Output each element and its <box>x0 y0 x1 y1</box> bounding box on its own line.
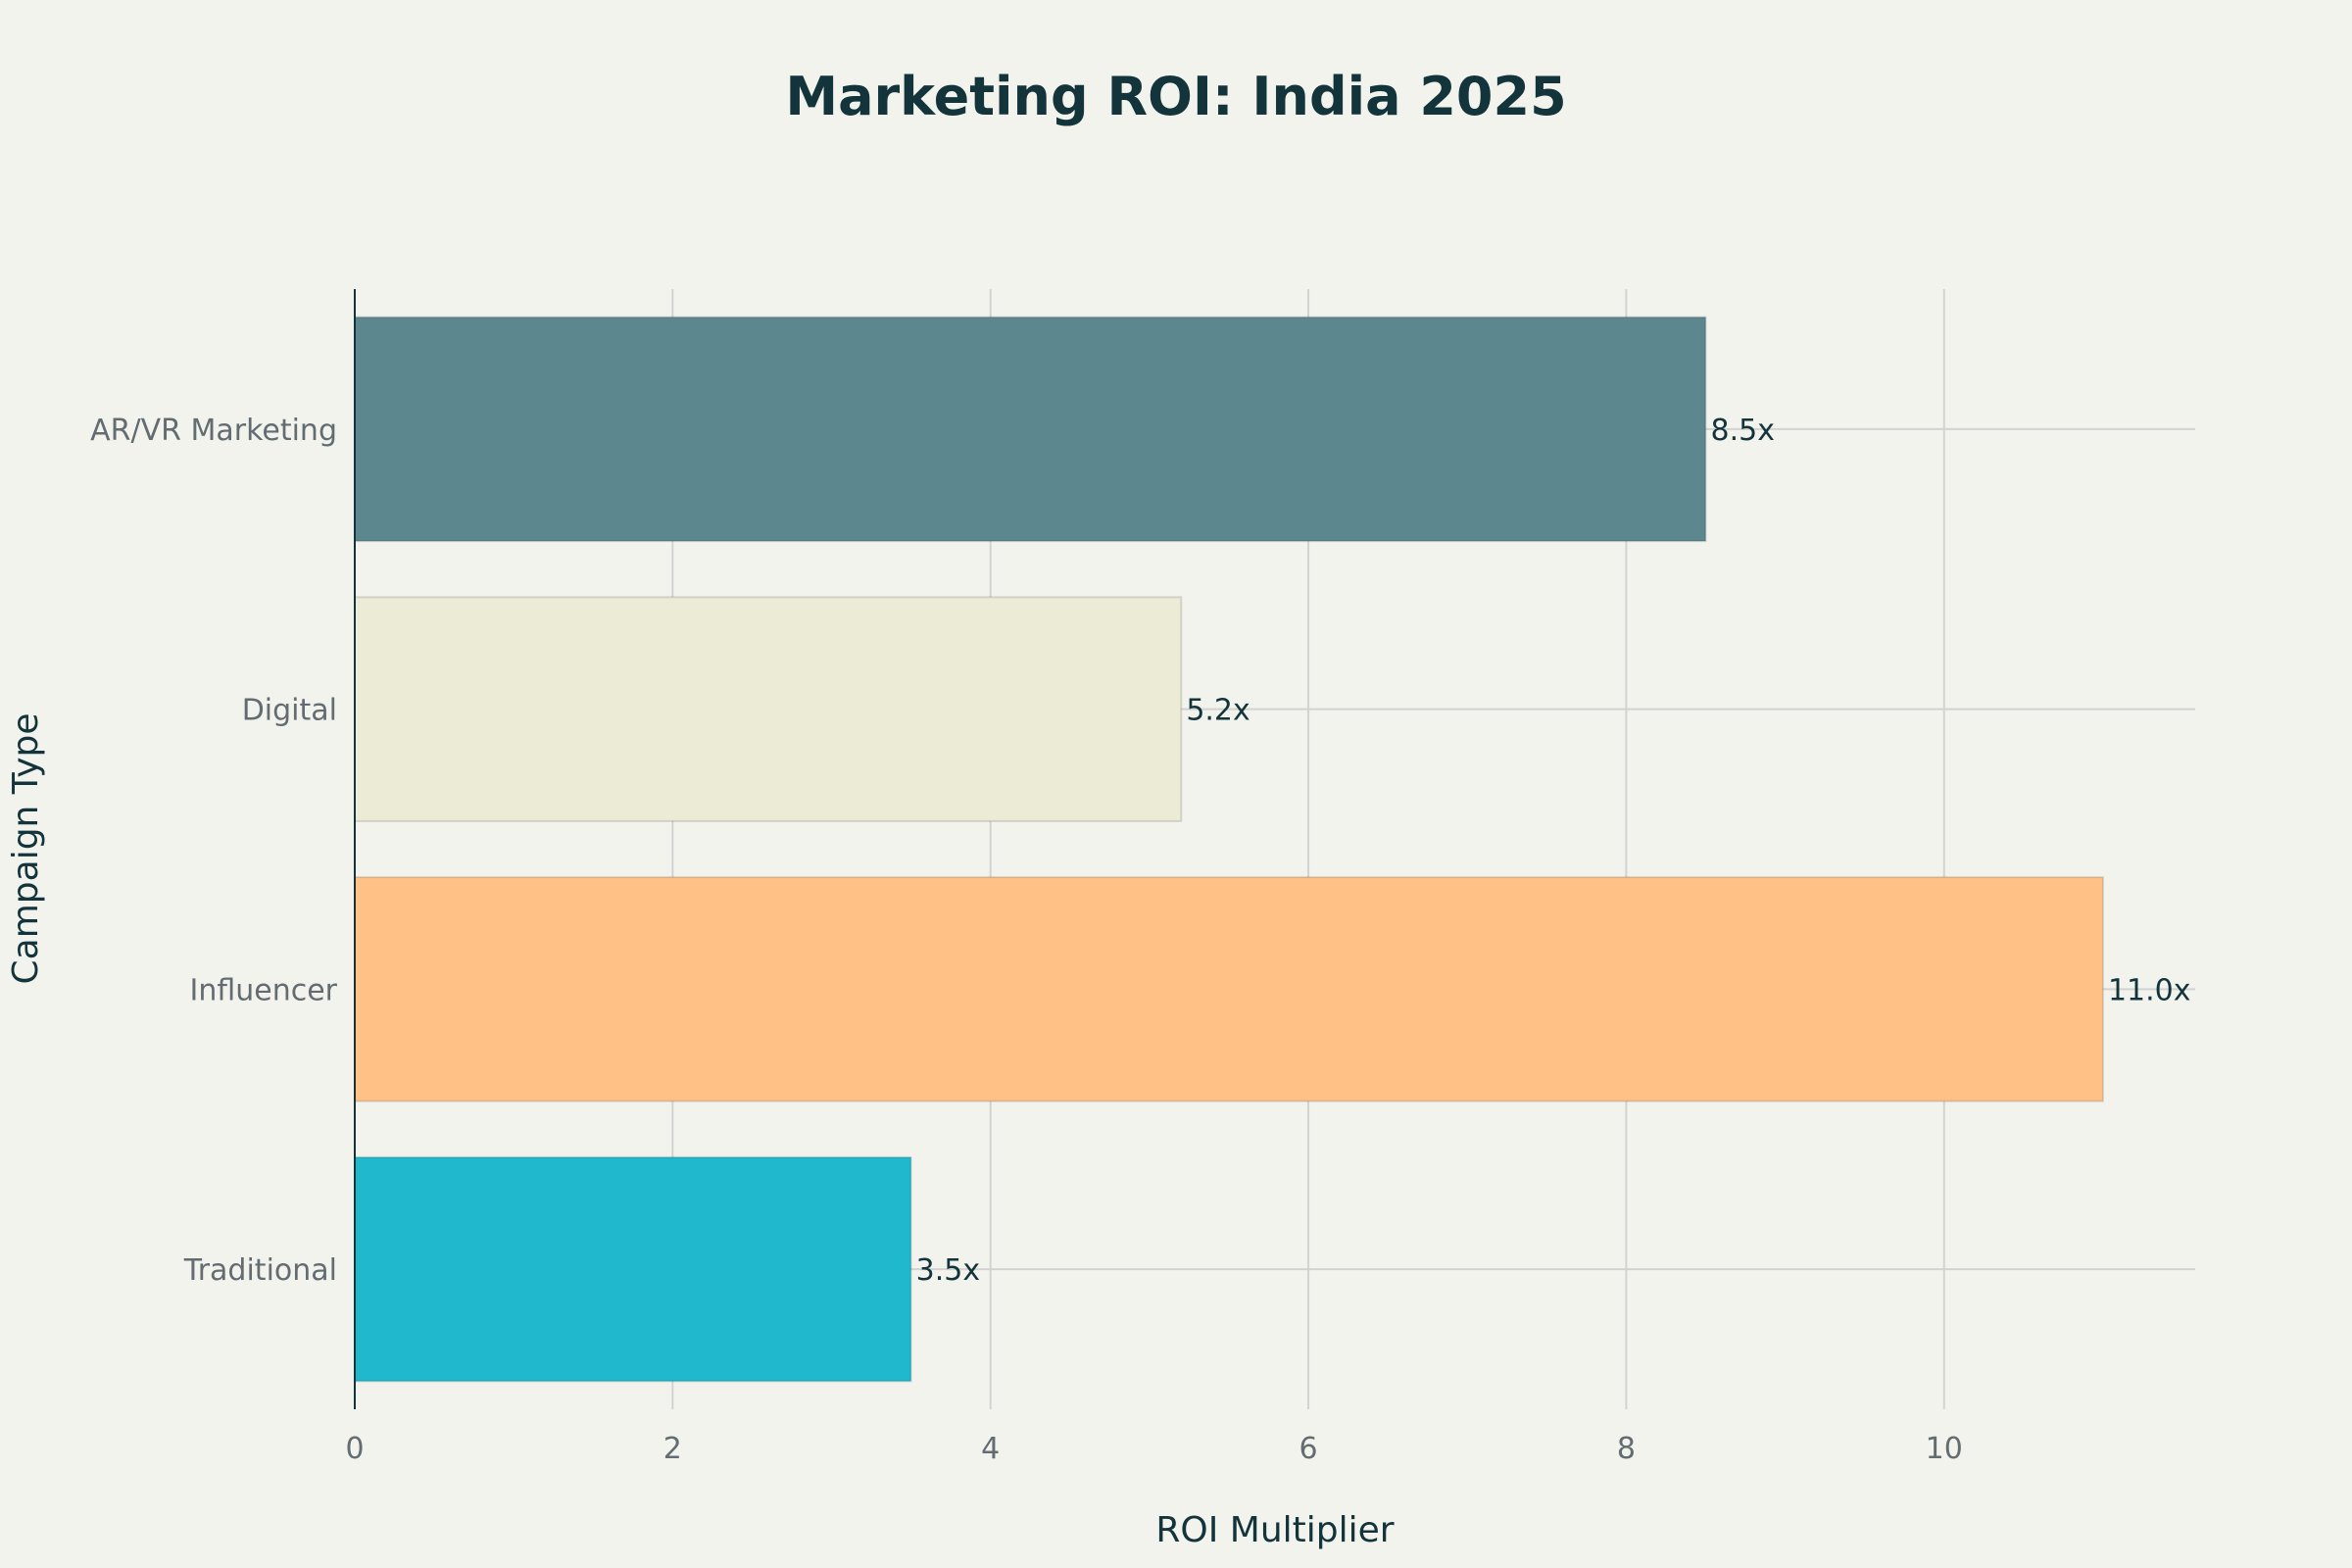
data-label: 11.0x <box>2108 973 2191 1007</box>
bars <box>354 316 2104 1383</box>
x-tick-label: 4 <box>981 1432 1000 1466</box>
data-label: 3.5x <box>916 1253 980 1288</box>
y-tick-label: AR/VR Marketing <box>90 414 337 448</box>
x-tick-label: 6 <box>1299 1432 1318 1466</box>
x-axis-ticks: 0 2 4 6 8 10 <box>345 1432 1962 1466</box>
data-label: 5.2x <box>1186 694 1250 728</box>
y-axis-ticks: AR/VR Marketing Digital Influencer Traditio… <box>90 414 338 1288</box>
bar <box>354 1155 912 1383</box>
y-tick-label: Influencer <box>189 973 337 1007</box>
data-label: 8.5x <box>1710 414 1774 448</box>
chart-title: Marketing ROI: India 2025 <box>785 66 1566 127</box>
y-axis-title: Campaign Type <box>6 713 46 985</box>
y-tick-label: Traditional <box>183 1253 337 1288</box>
bar <box>354 876 2104 1102</box>
x-tick-label: 8 <box>1617 1432 1636 1466</box>
data-labels: 8.5x 5.2x 11.0x 3.5x <box>916 414 2191 1288</box>
x-tick-label: 10 <box>1926 1432 1963 1466</box>
x-tick-label: 0 <box>345 1432 364 1466</box>
x-axis-title: ROI Multiplier <box>1155 1510 1394 1550</box>
bar <box>354 596 1183 822</box>
x-tick-label: 2 <box>663 1432 682 1466</box>
bar <box>354 316 1707 543</box>
y-tick-label: Digital <box>242 694 337 728</box>
